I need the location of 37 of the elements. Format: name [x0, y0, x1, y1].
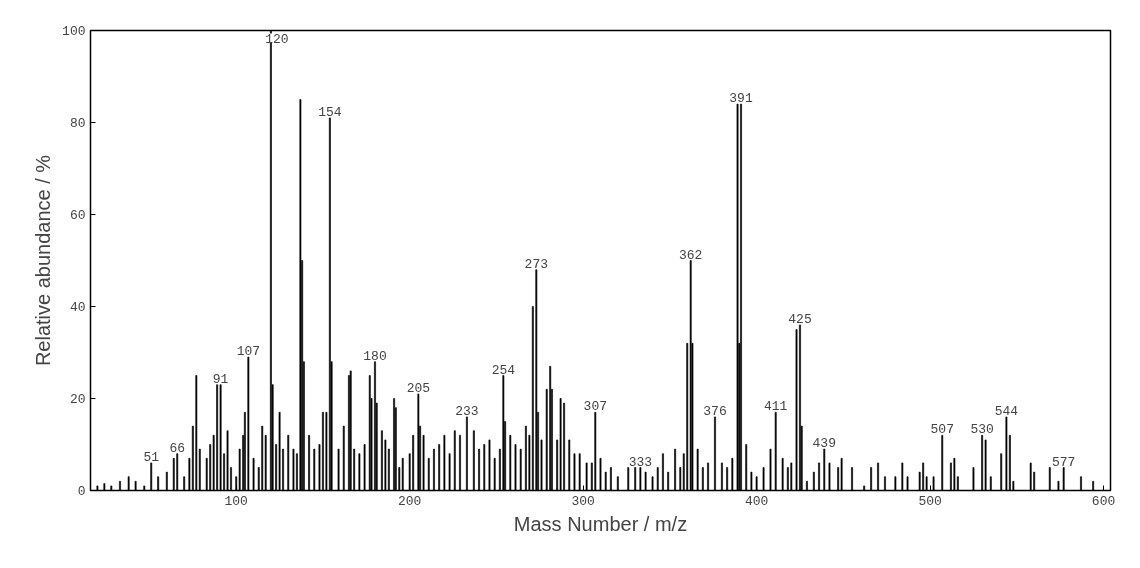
annotation: 439	[812, 436, 836, 452]
annotation: 530	[970, 422, 994, 438]
annotation: 391	[729, 91, 753, 107]
x-tick-label: 100	[224, 493, 248, 509]
annotation: 376	[703, 403, 727, 419]
annotation: 120	[265, 31, 289, 47]
x-tick-label: 500	[918, 493, 942, 509]
y-tick-label: 20	[69, 392, 86, 407]
annotation: 411	[764, 399, 788, 415]
annotation: 233	[455, 403, 479, 419]
x-tick-label: 300	[571, 493, 595, 509]
annotation: 544	[994, 403, 1019, 419]
annotation: 362	[679, 247, 703, 263]
x-tick-label: 400	[744, 493, 769, 509]
annotation: 91	[212, 371, 229, 387]
annotation: 273	[524, 256, 549, 272]
y-tick-label: 40	[69, 300, 86, 315]
x-tick-label: 200	[397, 493, 422, 509]
y-tick-label: 100	[62, 24, 86, 39]
y-tick-label: 80	[69, 116, 86, 131]
annotation: 254	[491, 362, 516, 378]
y-tick-label: 60	[69, 208, 86, 223]
annotation: 333	[628, 454, 653, 470]
annotation: 180	[363, 348, 387, 364]
annotation: 307	[583, 399, 607, 415]
annotation: 51	[143, 449, 160, 465]
annotation: 577	[1051, 454, 1076, 470]
x-tick-label: 600	[1091, 493, 1116, 509]
y-tick-label: 0	[77, 484, 86, 499]
x-axis-title: Mass Number / m/z	[513, 512, 688, 535]
annotation: 107	[236, 344, 261, 360]
y-axis-title: Relative abundance / %	[32, 154, 55, 367]
annotation: 507	[930, 422, 954, 438]
annotation: 425	[788, 311, 812, 327]
annotation: 154	[318, 104, 342, 120]
annotation: 66	[169, 440, 186, 456]
annotation: 205	[406, 380, 431, 396]
